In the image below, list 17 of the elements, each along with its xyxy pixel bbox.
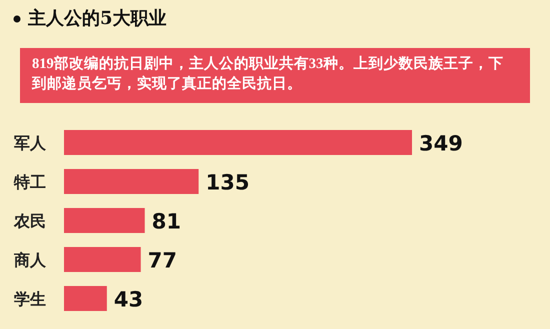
data-label: 135	[206, 170, 250, 194]
bar	[64, 247, 141, 272]
chart-title: 主人公的5大职业	[28, 7, 167, 30]
bar	[64, 208, 145, 233]
data-label: 81	[152, 210, 181, 234]
data-label: 77	[148, 248, 178, 272]
data-label: 43	[114, 288, 144, 312]
bar	[64, 286, 107, 311]
bar	[64, 169, 199, 194]
bar	[64, 130, 412, 155]
y-tick-label: 农民	[13, 212, 46, 230]
y-tick-label: 特工	[13, 174, 46, 192]
data-label: 349	[419, 132, 463, 156]
chart-subtitle: 819部改编的抗日剧中，主人公的职业共有33种。上到少数民族王子，下到邮递员乞丐，实现了真正的全民抗日。	[20, 48, 530, 103]
y-tick-label: 商人	[13, 252, 47, 270]
y-tick-label: 军人	[14, 134, 47, 152]
y-tick-label: 学生	[14, 290, 46, 308]
